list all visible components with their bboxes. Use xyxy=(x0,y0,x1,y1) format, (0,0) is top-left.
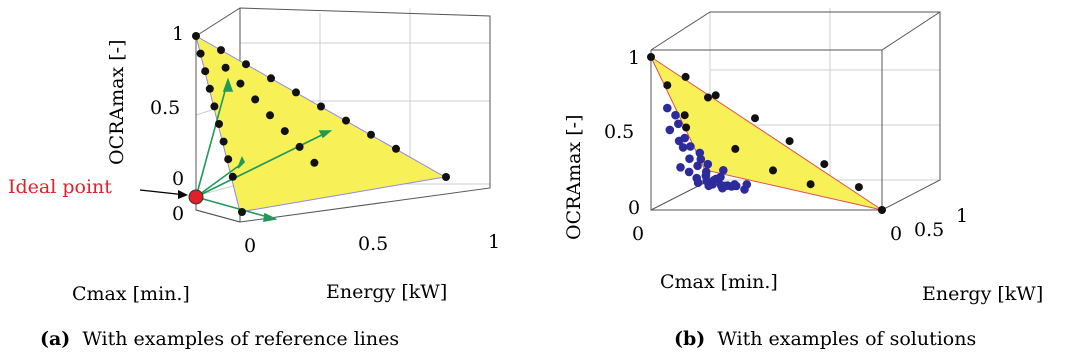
solution-point xyxy=(685,154,694,163)
reference-point xyxy=(221,63,230,72)
solution-point xyxy=(703,159,713,169)
reference-point xyxy=(267,74,275,83)
reference-point xyxy=(219,137,228,146)
reference-point xyxy=(878,206,886,214)
solution-point xyxy=(719,166,728,175)
reference-point xyxy=(242,60,250,69)
solution-point xyxy=(684,167,694,177)
reference-point xyxy=(228,172,237,181)
reference-point xyxy=(342,116,350,125)
reference-point xyxy=(663,81,672,90)
panel-b-y-tick-1: 1 xyxy=(956,205,968,227)
reference-point xyxy=(731,144,740,153)
panel-a-ideal-point xyxy=(188,189,204,205)
solution-point xyxy=(674,119,683,129)
panel-b-z-tick-0: 0 xyxy=(628,197,640,219)
solution-point xyxy=(678,143,688,152)
reference-point xyxy=(647,53,655,61)
panel-b-reference-points xyxy=(647,53,886,214)
panel-b-x-axis-label: Cmax [min.] xyxy=(660,271,778,293)
reference-point xyxy=(392,144,400,153)
panel-b-z-axis-label: OCRAmax [-] xyxy=(563,115,585,241)
reference-point xyxy=(367,130,375,139)
panel-a-x-tick-0: 0 xyxy=(172,203,184,225)
solution-point xyxy=(665,125,675,135)
panel-a-reference-lines xyxy=(195,77,333,222)
reference-point xyxy=(266,111,274,120)
solution-point xyxy=(696,154,706,164)
panel-a: Ideal point 1 0.5 0 0 0 0.5 1 OCRAmax [-… xyxy=(8,7,500,350)
panel-a-ideal-arrowhead xyxy=(178,190,188,199)
reference-point xyxy=(205,84,214,93)
panel-a-caption-text: With examples of reference lines xyxy=(82,328,399,350)
panel-a-reference-points xyxy=(192,32,450,216)
reference-point xyxy=(238,208,246,216)
reference-point xyxy=(217,46,225,55)
solution-point xyxy=(716,172,725,182)
reference-point xyxy=(751,114,759,123)
panel-b-caption-text: With examples of solutions xyxy=(717,328,976,350)
panel-a-z-tick-1: 1 xyxy=(172,23,184,45)
panel-a-caption: (a) With examples of reference lines xyxy=(40,328,399,350)
reference-point xyxy=(317,102,325,111)
panel-a-z-tick-0: 0 xyxy=(172,168,184,190)
solution-point xyxy=(693,178,703,187)
panel-b-z-tick-05: 0.5 xyxy=(604,121,634,143)
reference-point xyxy=(680,111,689,120)
panel-a-y-tick-1: 1 xyxy=(488,231,500,253)
reference-point xyxy=(785,137,794,146)
panel-a-y-tick-0: 0 xyxy=(244,235,256,257)
panel-b-y-tick-05: 0.5 xyxy=(914,219,944,241)
reference-point xyxy=(442,173,450,181)
solution-point xyxy=(742,180,752,189)
panel-a-z-tick-05: 0.5 xyxy=(150,97,180,119)
panel-a-annotation: Ideal point xyxy=(8,176,112,198)
reference-point xyxy=(769,166,777,175)
reference-point xyxy=(201,67,210,76)
reference-point xyxy=(280,127,289,136)
solution-point xyxy=(663,103,672,113)
panel-a-y-axis-label: Energy [kW] xyxy=(326,281,447,303)
reference-point xyxy=(711,91,720,100)
reference-point xyxy=(224,155,233,164)
solution-point xyxy=(674,136,684,146)
panel-b: 1 0.5 0 0 0 0.5 1 OCRAmax [-] Cmax [min.… xyxy=(563,8,1043,350)
reference-point xyxy=(854,183,863,192)
solution-point xyxy=(671,110,680,120)
panel-b-y-tick-0: 0 xyxy=(890,223,902,245)
reference-point xyxy=(820,160,829,169)
panel-b-caption-tag: (b) xyxy=(674,328,705,350)
solution-point xyxy=(693,161,702,171)
panel-b-x-tick-0: 0 xyxy=(632,223,644,245)
reference-point xyxy=(251,95,260,104)
panel-a-y-tick-05: 0.5 xyxy=(358,233,388,255)
reference-point xyxy=(192,32,200,40)
reference-point xyxy=(681,72,690,81)
solution-point xyxy=(730,180,739,189)
panel-a-x-axis-label: Cmax [min.] xyxy=(72,283,190,305)
solution-point xyxy=(676,163,685,172)
solution-point xyxy=(686,142,695,151)
panel-b-caption: (b) With examples of solutions xyxy=(674,328,976,350)
solution-point xyxy=(704,181,713,191)
reference-point xyxy=(236,79,245,88)
panel-a-z-axis-label: OCRAmax [-] xyxy=(106,40,128,166)
reference-point xyxy=(210,102,219,111)
solution-point xyxy=(695,148,705,158)
reference-point xyxy=(310,158,319,167)
panel-a-caption-tag: (a) xyxy=(40,328,70,350)
reference-point xyxy=(806,180,815,189)
panel-b-solutions xyxy=(663,103,752,194)
panel-b-y-axis-label: Energy [kW] xyxy=(922,283,1043,305)
panel-b-z-tick-1: 1 xyxy=(628,47,640,69)
reference-point xyxy=(295,142,304,151)
reference-point xyxy=(292,88,300,97)
reference-point xyxy=(704,93,712,102)
solution-point xyxy=(717,181,726,191)
reference-point xyxy=(682,123,691,132)
reference-point xyxy=(215,120,223,128)
reference-point xyxy=(196,49,205,58)
